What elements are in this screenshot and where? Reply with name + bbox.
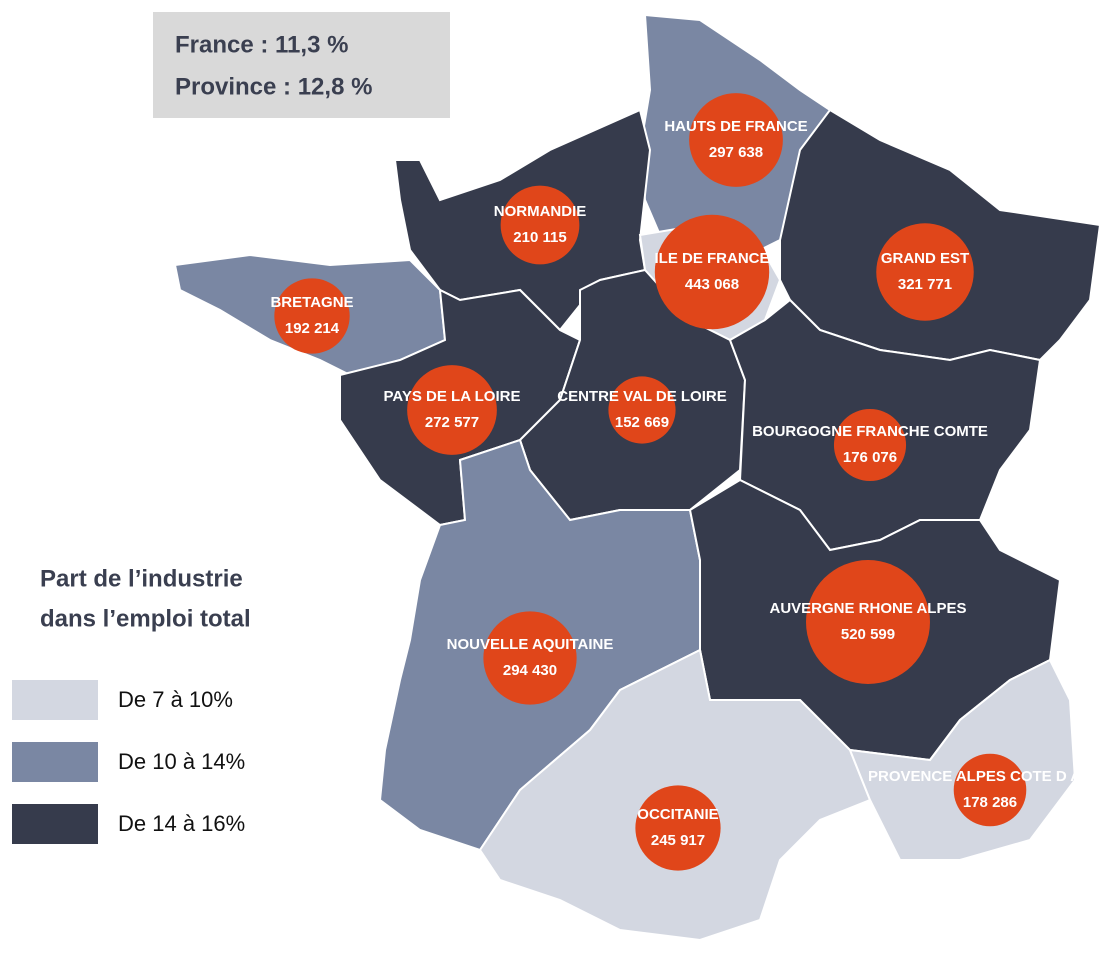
legend-swatch: [12, 680, 98, 720]
bubble: [876, 223, 974, 321]
legend-label: De 10 à 14%: [118, 749, 245, 774]
region-name: ILE DE FRANCE: [654, 250, 769, 267]
bubble: [806, 560, 930, 684]
region-name: PROVENCE ALPES COTE D AZUR: [868, 768, 1112, 785]
info-line: France : 11,3 %: [175, 31, 348, 58]
region-name: BOURGOGNE FRANCHE COMTE: [752, 423, 988, 440]
bubble: [654, 214, 770, 330]
bubble: [407, 365, 497, 455]
bubble: [483, 611, 577, 705]
region-value: 210 115: [513, 229, 566, 246]
info-line: Province : 12,8 %: [175, 73, 372, 100]
region-value: 178 286: [963, 794, 1017, 811]
region-name: AUVERGNE RHONE ALPES: [770, 600, 967, 617]
region-value: 192 214: [285, 320, 340, 337]
region-name: NORMANDIE: [494, 203, 587, 220]
legend-swatch: [12, 742, 98, 782]
region-name: NOUVELLE AQUITAINE: [447, 636, 614, 653]
region-name: HAUTS DE FRANCE: [664, 118, 807, 135]
region-value: 176 076: [843, 449, 897, 466]
region-value: 520 599: [841, 626, 895, 643]
region-value: 321 771: [898, 276, 952, 293]
info-box: [153, 12, 450, 118]
region-name: BRETAGNE: [270, 294, 353, 311]
legend-swatch: [12, 804, 98, 844]
region-value: 272 577: [425, 414, 479, 431]
bubble: [689, 93, 783, 187]
region-name: PAYS DE LA LOIRE: [384, 388, 521, 405]
region-name: GRAND EST: [881, 250, 969, 267]
region-value: 297 638: [709, 144, 763, 161]
legend: De 7 à 10% De 10 à 14% De 14 à 16%: [12, 680, 245, 844]
region-name: CENTRE VAL DE LOIRE: [557, 388, 726, 405]
region-value: 294 430: [503, 662, 557, 679]
bubble: [953, 753, 1027, 827]
region-value: 245 917: [651, 832, 705, 849]
bubble: [500, 185, 580, 265]
region-name: OCCITANIE: [637, 806, 718, 823]
region-value: 443 068: [685, 276, 739, 293]
legend-label: De 14 à 16%: [118, 811, 245, 836]
legend-title: dans l’emploi total: [40, 605, 251, 632]
bubble: [274, 278, 350, 354]
bubble: [608, 376, 676, 444]
bubble: [635, 785, 721, 871]
legend-label: De 7 à 10%: [118, 687, 233, 712]
bubble: [833, 408, 907, 482]
region-value: 152 669: [615, 414, 669, 431]
bubbles-layer: HAUTS DE FRANCE 297 638 NORMANDIE 210 115 IL…: [270, 93, 1112, 871]
legend-title: Part de l’industrie: [40, 565, 243, 592]
